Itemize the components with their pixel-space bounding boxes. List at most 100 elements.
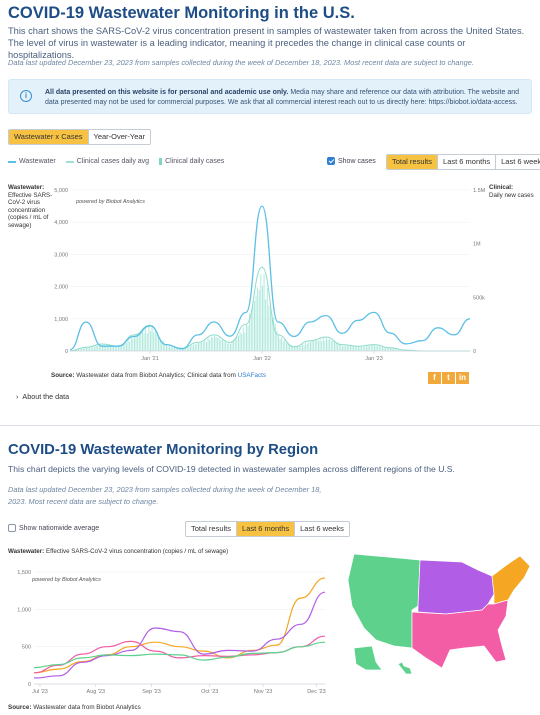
clinical-daily-bar [319, 338, 321, 351]
clinical-daily-bar [369, 345, 371, 351]
legend-item-cases-avg[interactable]: Clinical cases daily avg [65, 158, 149, 165]
clinical-daily-bar [345, 346, 347, 351]
range-last-6-months[interactable]: Last 6 months [237, 522, 296, 536]
map-region-northeast[interactable] [491, 555, 531, 605]
clinical-daily-bar [78, 349, 79, 351]
clinical-daily-bar [212, 337, 214, 351]
legend-item-wastewater[interactable]: Wastewater [8, 158, 56, 165]
clinical-daily-bar [119, 345, 121, 351]
clinical-daily-bar [81, 348, 83, 351]
y-tick-label: 3,000 [54, 252, 68, 258]
clinical-daily-bar [258, 289, 260, 351]
clinical-daily-bar [308, 341, 310, 351]
y-axis-right-title: Clinical: Daily new cases [489, 184, 539, 199]
clinical-daily-bar [217, 337, 219, 351]
show-cases-toggle[interactable]: Show cases [327, 157, 376, 165]
range-toggle: Total results Last 6 months Last 6 weeks [386, 154, 540, 170]
range-last-6-weeks[interactable]: Last 6 weeks [501, 157, 540, 166]
clinical-daily-bar [362, 347, 364, 351]
clinical-daily-bar [193, 344, 195, 351]
source-text: Wastewater data from Biobot Analytics; C… [74, 372, 238, 379]
y-right-sub: Daily new cases [489, 191, 534, 199]
map-hawaii[interactable] [397, 661, 413, 675]
clinical-daily-bar [367, 345, 369, 351]
y-tick-label: 5,000 [54, 188, 68, 194]
clinical-daily-bar [266, 287, 268, 351]
tab-year-over-year[interactable]: Year-Over-Year [93, 132, 146, 141]
source-label: Source: [51, 372, 75, 379]
map-alaska[interactable] [353, 645, 383, 671]
clinical-daily-bar [218, 337, 220, 351]
clinical-daily-bar [268, 305, 270, 351]
map-region-south[interactable] [411, 599, 509, 669]
clinical-daily-bar [354, 346, 356, 351]
powered-by-label: powered by Biobot Analytics [31, 577, 101, 583]
x-tick-label: Oct '23 [201, 689, 218, 695]
clinical-daily-bar [305, 342, 307, 351]
clinical-daily-bar [382, 346, 383, 351]
facebook-icon[interactable]: f [428, 372, 441, 384]
linkedin-icon[interactable]: in [456, 372, 469, 384]
checkbox-icon[interactable] [8, 524, 16, 532]
source-link-usafacts[interactable]: USAFacts [237, 372, 266, 379]
clinical-daily-bar [297, 346, 299, 351]
last-updated-note: Data last updated December 23, 2023 from… [8, 58, 474, 67]
checkbox-checked-icon[interactable] [327, 157, 335, 165]
clinical-daily-bar [233, 340, 235, 351]
clinical-daily-bar [79, 348, 81, 351]
map-region-midwest[interactable] [417, 559, 495, 615]
page-title: COVID-19 Wastewater Monitoring in the U.… [8, 4, 355, 22]
y-tick-label: 2,000 [54, 285, 68, 291]
clinical-daily-bar [129, 341, 131, 351]
about-data-expander[interactable]: › About the data [16, 392, 69, 401]
range-last-6-weeks[interactable]: Last 6 weeks [300, 524, 344, 533]
range-last-6-months[interactable]: Last 6 months [438, 155, 497, 169]
clinical-daily-bar [241, 333, 243, 351]
clinical-daily-bar [326, 337, 327, 351]
y-tick-label: 500 [22, 645, 31, 651]
clinical-daily-bar [324, 340, 326, 351]
notice-text: All data presented on this website is fo… [45, 88, 529, 108]
clinical-daily-bar [254, 301, 255, 351]
x-tick-label: Jan '21 [141, 356, 159, 362]
clinical-daily-bar [313, 340, 315, 351]
clinical-daily-bar [327, 340, 329, 351]
clinical-daily-bar [302, 343, 303, 351]
clinical-daily-bar [265, 299, 267, 351]
clinical-daily-bar [186, 346, 188, 351]
y-right-title: Clinical: [489, 184, 514, 191]
show-nationwide-toggle[interactable]: Show nationwide average [8, 524, 99, 532]
twitter-icon[interactable]: t [442, 372, 455, 384]
region-range-toggle: Total results Last 6 months Last 6 weeks [185, 521, 350, 537]
clinical-daily-bar [383, 347, 385, 351]
chevron-right-icon: › [16, 392, 19, 401]
clinical-daily-bar [170, 346, 172, 351]
clinical-daily-bar [366, 346, 367, 351]
clinical-daily-bar [295, 346, 297, 351]
tab-wastewater-x-cases[interactable]: Wastewater x Cases [9, 130, 89, 144]
clinical-daily-bar [161, 340, 163, 351]
clinical-daily-bar [174, 347, 175, 351]
map-region-west[interactable] [347, 553, 421, 649]
clinical-daily-bar [182, 348, 183, 351]
clinical-daily-bar [95, 345, 97, 351]
clinical-daily-bar [314, 340, 316, 351]
clinical-daily-bar [127, 339, 129, 351]
clinical-daily-bar [137, 334, 139, 351]
view-toggle: Wastewater x Cases Year-Over-Year [8, 129, 152, 145]
clinical-daily-bar [329, 339, 331, 351]
clinical-daily-bar [306, 343, 308, 351]
clinical-daily-bar [242, 327, 244, 351]
x-tick-label: Aug '23 [87, 689, 105, 695]
clinical-daily-bar [98, 345, 100, 351]
clinical-daily-bar [286, 343, 287, 351]
legend-item-daily-cases[interactable]: Clinical daily cases [159, 158, 224, 165]
clinical-daily-bar [106, 344, 108, 351]
clinical-daily-bar [84, 348, 86, 351]
range-total-results[interactable]: Total results [387, 155, 439, 169]
clinical-daily-bar [204, 339, 206, 351]
clinical-daily-bar [364, 345, 366, 351]
clinical-daily-bar [150, 331, 151, 351]
range-total-results[interactable]: Total results [186, 522, 238, 536]
clinical-daily-bar [244, 332, 246, 351]
